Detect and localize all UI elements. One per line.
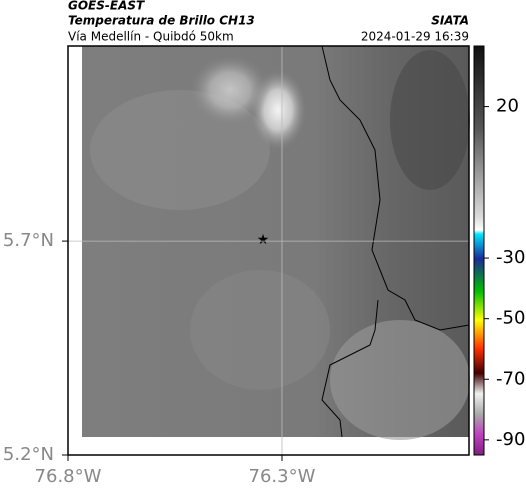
subtitle: Vía Medellín - Quibdó 50km	[68, 30, 234, 44]
agency: SIATA	[431, 14, 469, 28]
timestamp: 2024-01-29 16:39	[361, 30, 469, 44]
colorbar-tick-label: -90	[496, 429, 525, 450]
lon-tick-label: 76.3°W	[249, 466, 316, 487]
source: GOES-EAST	[68, 0, 145, 13]
map-frame	[67, 45, 470, 456]
lon-tick-label: 76.8°W	[35, 466, 102, 487]
location-star: ★	[257, 232, 270, 248]
colorbar-tick-label: -30	[496, 247, 525, 268]
title: Temperatura de Brillo CH13	[68, 14, 255, 28]
colorbar-tick-label: 20	[496, 96, 519, 117]
satellite-image: ★	[82, 45, 470, 440]
colorbar-tick-label: -50	[496, 308, 525, 329]
colorbar	[473, 45, 485, 456]
lat-tick-label: 5.2°N	[3, 444, 54, 465]
colorbar-tick-label: -70	[496, 368, 525, 389]
lat-tick-label: 5.7°N	[3, 230, 54, 251]
